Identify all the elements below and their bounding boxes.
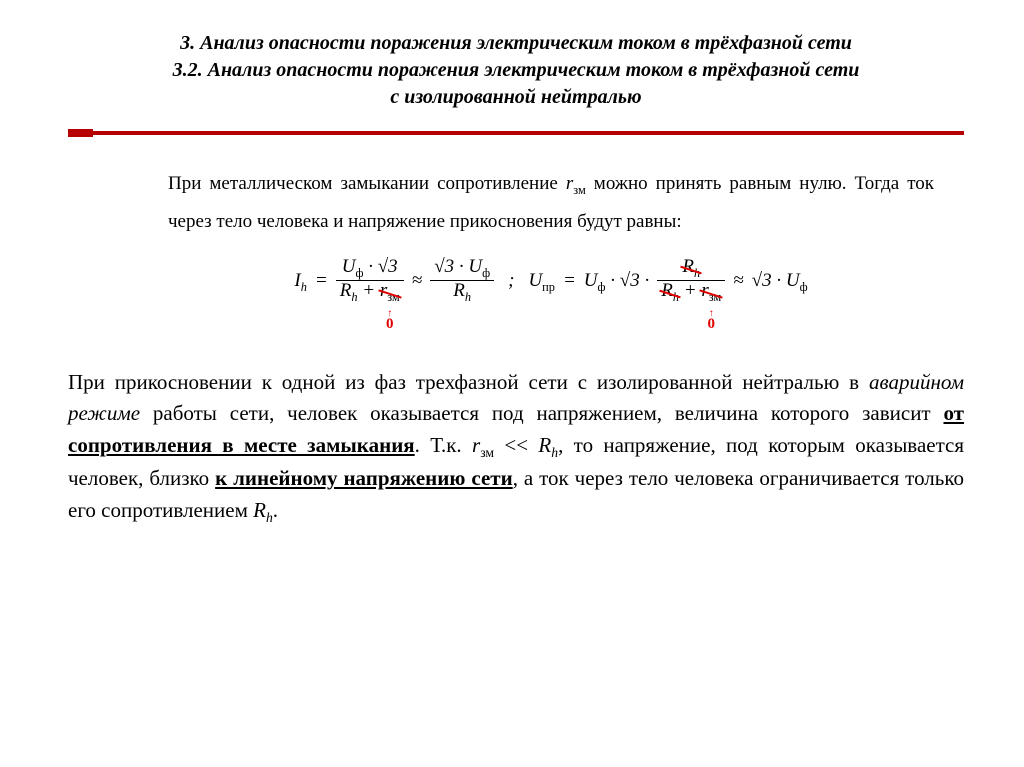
title-line-2: 3.2. Анализ опасности поражения электрич…: [68, 57, 964, 84]
p-10: .: [273, 498, 278, 522]
p-3: работы сети, человек оказывается под нап…: [140, 401, 943, 425]
Ih: Ih: [294, 262, 307, 300]
p-6: <<: [494, 433, 538, 457]
Upr: Uпр: [528, 262, 555, 300]
intro-text-1: При металлическом замыкании сопротивлени…: [168, 173, 566, 194]
p-1: При прикосновении к одной из фаз трехфаз…: [68, 370, 869, 394]
result: √3 · Uф: [752, 262, 808, 300]
p-Rh2: Rh: [253, 498, 273, 522]
intro-paragraph: При металлическом замыкании сопротивлени…: [168, 165, 934, 305]
p-8: к линейному напряжению сети: [215, 466, 513, 490]
frac-2: √3 · Uф Rh: [430, 257, 494, 305]
term-ufsqrt: Uф · √3 ·: [584, 262, 649, 300]
approx-2: ≈: [733, 262, 743, 300]
slide-title: 3. Анализ опасности поражения электричес…: [68, 30, 964, 111]
semicolon: ;: [508, 262, 514, 300]
p-Rh: Rh: [538, 433, 558, 457]
p-5: . Т.к.: [415, 433, 472, 457]
intro-rzm: rзм: [566, 173, 586, 194]
title-line-1: 3. Анализ опасности поражения электричес…: [68, 30, 964, 57]
eq2: =: [563, 262, 576, 300]
formula: Ih = Uф · √3 Rh + rзм↑0 ≈ √3 · Uф Rh ; U…: [168, 257, 934, 305]
conclusion-paragraph: При прикосновении к одной из фаз трехфаз…: [68, 367, 964, 529]
approx-1: ≈: [412, 262, 422, 300]
frac-3: Rh Rh + rзм↑0: [657, 257, 725, 305]
p-rzm: rзм: [472, 433, 494, 457]
frac-1: Uф · √3 Rh + rзм↑0: [336, 257, 404, 305]
divider: [68, 129, 964, 137]
title-line-3: с изолированной нейтралью: [68, 84, 964, 111]
eq: =: [315, 262, 328, 300]
